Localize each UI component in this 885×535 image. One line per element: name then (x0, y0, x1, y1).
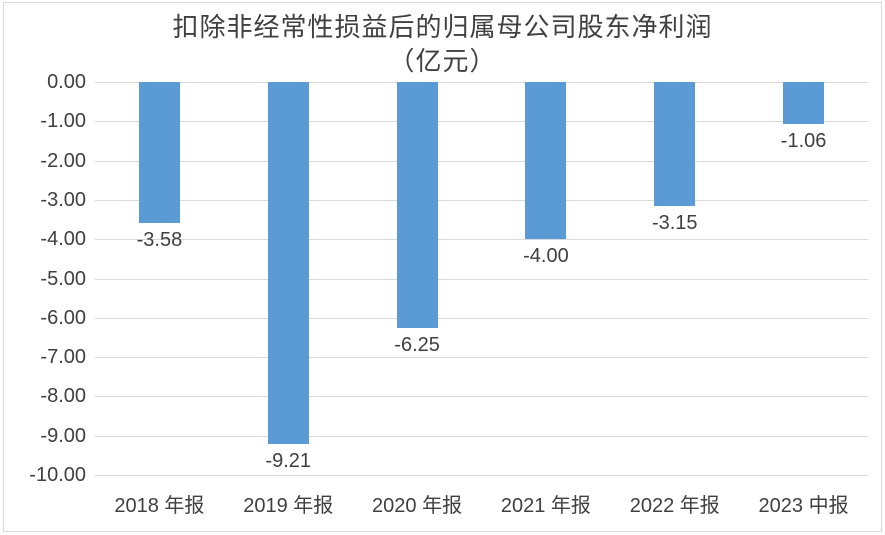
x-axis-category-label: 2019 年报 (243, 495, 334, 517)
chart-title-line2: （亿元） (388, 47, 497, 77)
y-axis-tick-label: -3.00 (40, 188, 86, 211)
bar (267, 82, 309, 444)
data-label: -9.21 (265, 449, 312, 472)
y-axis-tick-label: -4.00 (40, 228, 86, 251)
x-axis-category-label: 2020 年报 (372, 495, 463, 517)
y-axis-tick-label: -2.00 (40, 149, 86, 172)
data-label: -3.15 (651, 211, 698, 234)
gridline (95, 278, 868, 280)
gridline (95, 357, 868, 359)
bar (525, 82, 567, 240)
y-axis-tick-label: -9.00 (40, 424, 86, 447)
y-axis-tick-label: -1.00 (40, 110, 86, 133)
bar (396, 82, 438, 328)
gridline (95, 475, 868, 476)
gridline (95, 239, 868, 241)
bar (138, 82, 180, 223)
x-axis-category-label: 2022 年报 (629, 495, 720, 517)
y-axis-tick-label: -7.00 (40, 346, 86, 369)
chart-title: 扣除非经常性损益后的归属母公司股东净利润 （亿元） (4, 11, 881, 79)
gridline (95, 199, 868, 201)
y-axis-tick-label: -6.00 (40, 306, 86, 329)
gridline (95, 160, 868, 162)
data-label: -1.06 (780, 129, 827, 152)
gridline (95, 317, 868, 319)
data-label: -3.58 (136, 228, 183, 251)
bar (654, 82, 696, 206)
bar (783, 82, 825, 124)
gridline (95, 435, 868, 437)
data-label: -6.25 (394, 333, 440, 356)
x-axis-category-label: 2018 年报 (114, 495, 205, 517)
y-axis-tick-label: -10.00 (29, 464, 86, 486)
x-axis-category-label: 2021 年报 (500, 495, 591, 517)
gridline (95, 396, 868, 398)
y-axis-tick-label: -8.00 (40, 385, 86, 408)
data-label: -4.00 (523, 245, 569, 268)
gridline (95, 82, 868, 83)
y-axis-tick-label: 0.00 (47, 71, 86, 93)
gridline (95, 121, 868, 123)
x-axis-category-label: 2023 中报 (758, 495, 849, 517)
chart-title-line1: 扣除非经常性损益后的归属母公司股东净利润 (172, 13, 713, 43)
y-axis-tick-label: -5.00 (40, 267, 86, 290)
